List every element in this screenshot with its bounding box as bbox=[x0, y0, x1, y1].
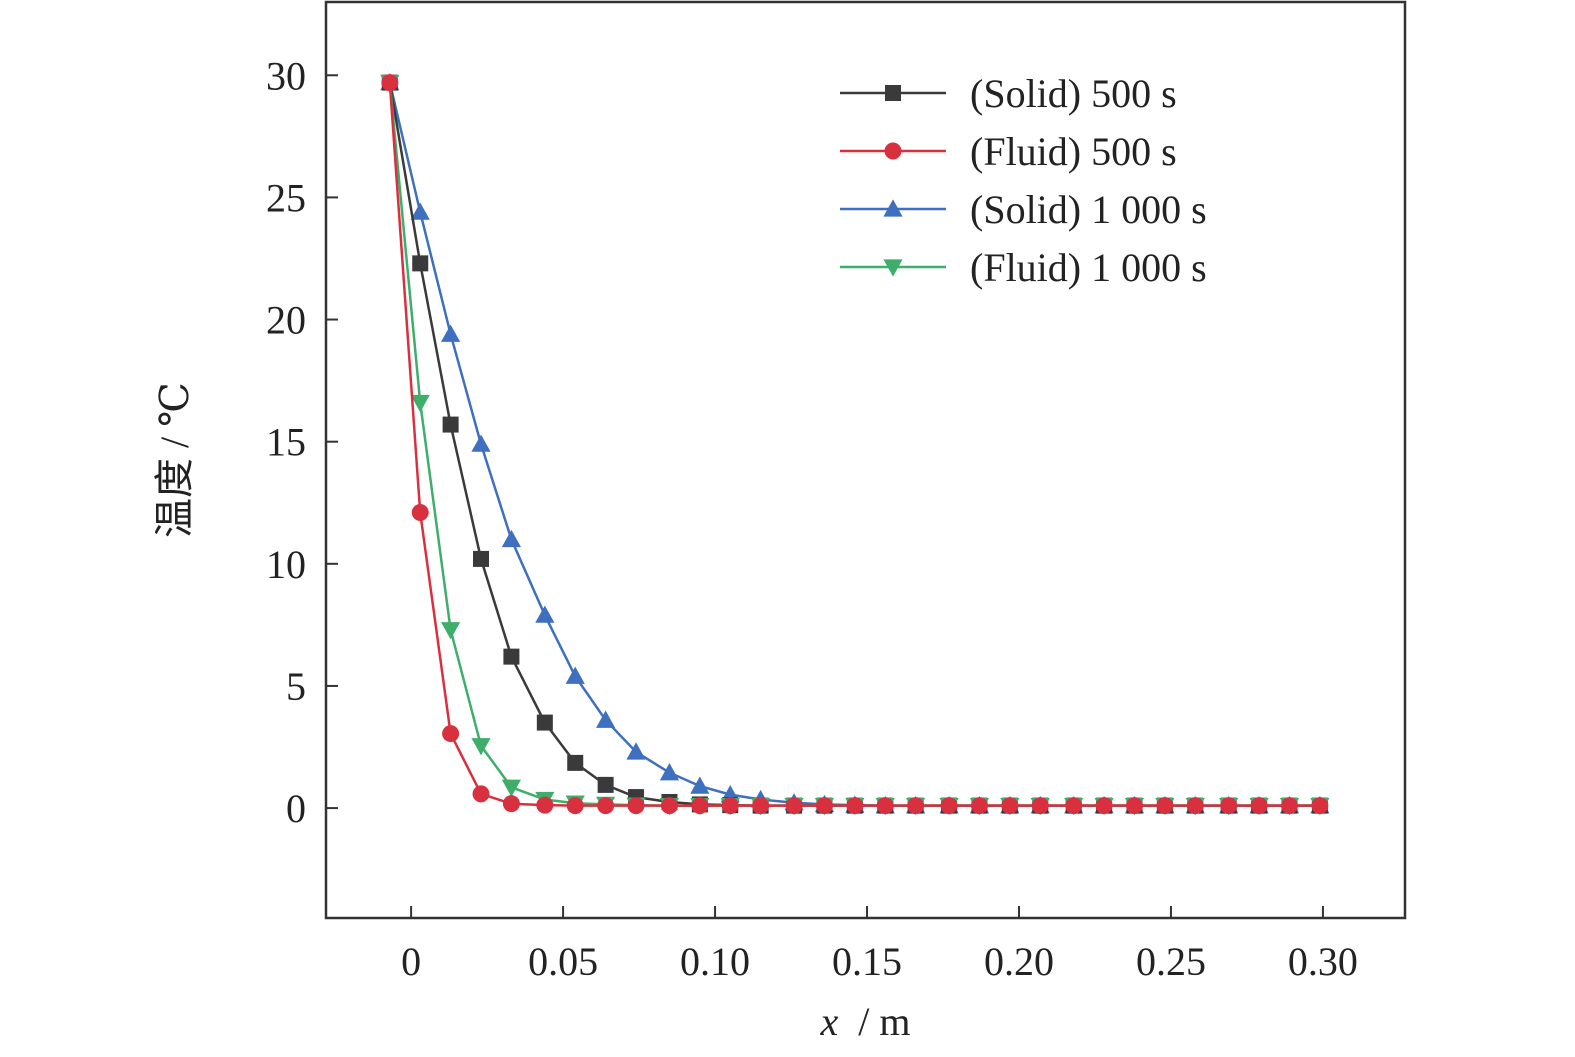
y-axis-ticks: 0 5 10 15 20 25 30 bbox=[266, 53, 338, 831]
x-axis-variable: x bbox=[820, 999, 839, 1044]
data-point bbox=[472, 785, 490, 803]
data-point bbox=[1311, 797, 1329, 815]
x-axis-ticks: 0 0.05 0.10 0.15 0.20 0.25 0.30 bbox=[401, 906, 1358, 984]
y-tick-label: 30 bbox=[266, 53, 306, 98]
data-point bbox=[536, 796, 554, 814]
data-point bbox=[907, 797, 925, 815]
data-point bbox=[441, 324, 461, 342]
series-3 bbox=[380, 73, 1330, 814]
x-axis-unit: / m bbox=[858, 999, 910, 1044]
data-point bbox=[381, 74, 399, 92]
legend: (Solid) 500 s (Fluid) 500 s (Solid) 1 000 … bbox=[840, 71, 1207, 290]
data-point bbox=[535, 605, 555, 623]
legend-label: (Solid) 1 000 s bbox=[970, 187, 1207, 232]
x-tick-label: 0 bbox=[401, 939, 421, 984]
data-point bbox=[503, 648, 520, 665]
data-point bbox=[411, 504, 429, 522]
data-point bbox=[1220, 797, 1238, 815]
data-point bbox=[970, 797, 988, 815]
x-tick-label: 0.15 bbox=[832, 939, 902, 984]
data-point bbox=[597, 776, 614, 793]
data-point bbox=[1031, 797, 1049, 815]
legend-label: (Fluid) 1 000 s bbox=[970, 245, 1207, 290]
y-tick-label: 0 bbox=[286, 786, 306, 831]
data-point bbox=[626, 742, 646, 760]
legend-label: (Fluid) 500 s bbox=[970, 129, 1177, 174]
legend-marker bbox=[884, 142, 902, 160]
data-point bbox=[1156, 797, 1174, 815]
x-tick-label: 0.05 bbox=[528, 939, 598, 984]
legend-item: (Solid) 500 s bbox=[840, 71, 1177, 116]
y-tick-label: 25 bbox=[266, 175, 306, 220]
data-point bbox=[596, 710, 616, 728]
x-tick-label: 0.20 bbox=[984, 939, 1054, 984]
legend-label: (Solid) 500 s bbox=[970, 71, 1177, 116]
data-point bbox=[815, 797, 833, 815]
data-point bbox=[876, 797, 894, 815]
plot-frame bbox=[324, 0, 1407, 920]
data-point bbox=[1065, 797, 1083, 815]
data-point bbox=[846, 797, 864, 815]
data-point bbox=[567, 754, 584, 771]
plot-series bbox=[380, 73, 1330, 816]
legend-item: (Fluid) 500 s bbox=[840, 129, 1177, 174]
data-point bbox=[785, 797, 803, 815]
data-point bbox=[412, 255, 429, 272]
data-point bbox=[660, 797, 678, 815]
data-point bbox=[536, 714, 553, 731]
legend-marker bbox=[883, 259, 903, 277]
data-point bbox=[627, 797, 645, 815]
y-tick-label: 15 bbox=[266, 420, 306, 465]
data-point bbox=[690, 776, 710, 794]
y-tick-label: 20 bbox=[266, 298, 306, 343]
data-point bbox=[441, 622, 461, 640]
data-point bbox=[471, 738, 491, 756]
data-point bbox=[659, 763, 680, 781]
data-point bbox=[721, 797, 739, 815]
data-point bbox=[473, 550, 490, 567]
data-point bbox=[1250, 797, 1268, 815]
data-point bbox=[410, 394, 430, 413]
x-tick-label: 0.10 bbox=[680, 939, 750, 984]
data-point bbox=[565, 666, 585, 684]
data-point bbox=[410, 202, 430, 220]
legend-marker bbox=[883, 199, 903, 217]
y-tick-label: 5 bbox=[286, 664, 306, 709]
data-point bbox=[566, 797, 584, 815]
x-tick-label: 0.30 bbox=[1288, 939, 1358, 984]
data-point bbox=[501, 779, 522, 797]
legend-item: (Solid) 1 000 s bbox=[840, 187, 1207, 232]
series-2 bbox=[381, 74, 1329, 815]
data-point bbox=[1095, 797, 1113, 815]
data-point bbox=[940, 797, 958, 815]
data-point bbox=[442, 725, 460, 743]
y-axis-title: 温度 / ℃ bbox=[152, 382, 197, 538]
data-point bbox=[597, 797, 615, 815]
data-point bbox=[1186, 797, 1204, 815]
legend-marker bbox=[885, 85, 901, 101]
data-point bbox=[691, 797, 709, 815]
data-point bbox=[1001, 797, 1019, 815]
data-point bbox=[442, 416, 459, 433]
x-axis-title: x / m bbox=[820, 999, 911, 1044]
data-point bbox=[502, 795, 520, 813]
series-4 bbox=[380, 74, 1330, 816]
data-point bbox=[501, 529, 522, 548]
legend-item: (Fluid) 1 000 s bbox=[840, 245, 1207, 290]
series-1 bbox=[381, 74, 1328, 814]
data-point bbox=[1125, 797, 1143, 815]
data-point bbox=[471, 434, 491, 452]
data-point bbox=[752, 797, 770, 815]
x-tick-label: 0.25 bbox=[1136, 939, 1206, 984]
y-tick-label: 10 bbox=[266, 542, 306, 587]
data-point bbox=[1281, 797, 1299, 815]
